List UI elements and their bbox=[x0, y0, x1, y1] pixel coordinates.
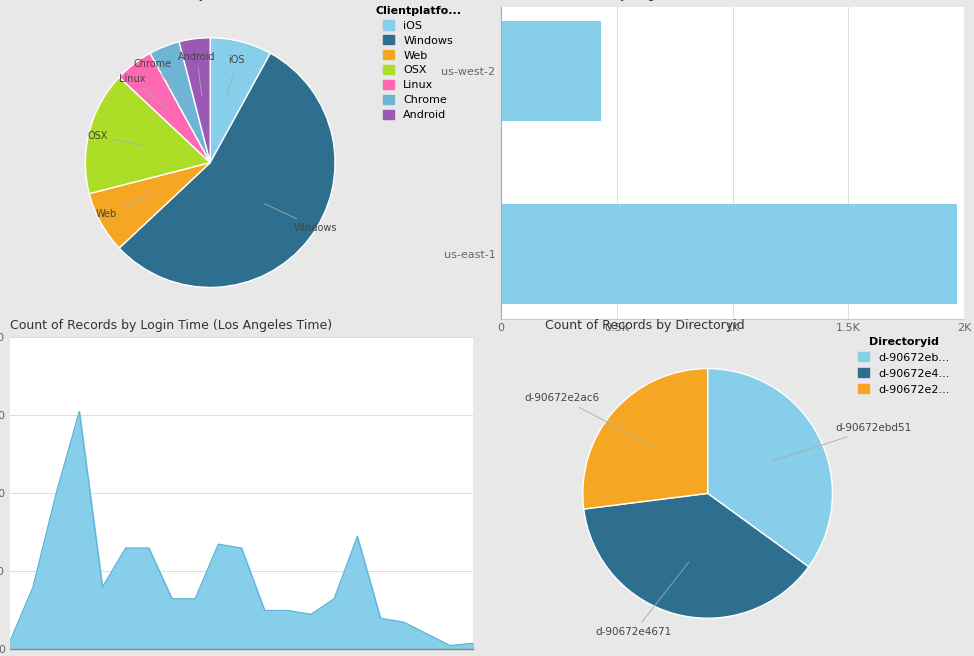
Text: Web: Web bbox=[96, 195, 151, 218]
Text: iOS: iOS bbox=[227, 55, 244, 97]
Text: Android: Android bbox=[178, 52, 215, 95]
Wedge shape bbox=[708, 369, 833, 567]
Wedge shape bbox=[583, 493, 808, 618]
Text: Chrome: Chrome bbox=[133, 59, 184, 100]
Legend: iOS, Windows, Web, OSX, Linux, Chrome, Android: iOS, Windows, Web, OSX, Linux, Chrome, A… bbox=[375, 6, 461, 120]
Text: d-90672ebd51: d-90672ebd51 bbox=[771, 423, 912, 461]
Wedge shape bbox=[119, 53, 335, 287]
Text: Portion of Records by Client Platform: Portion of Records by Client Platform bbox=[73, 0, 303, 1]
Text: Linux: Linux bbox=[119, 73, 169, 110]
Text: d-90672e4671: d-90672e4671 bbox=[596, 562, 689, 638]
Wedge shape bbox=[119, 53, 210, 163]
Legend: d-90672eb..., d-90672e4..., d-90672e2...: d-90672eb..., d-90672e4..., d-90672e2... bbox=[858, 337, 950, 395]
Wedge shape bbox=[150, 42, 210, 163]
Text: d-90672e2ac6: d-90672e2ac6 bbox=[525, 394, 654, 447]
Wedge shape bbox=[179, 38, 210, 163]
Text: Count of Records by Directoryid: Count of Records by Directoryid bbox=[545, 319, 745, 332]
Wedge shape bbox=[210, 38, 271, 163]
Bar bbox=[501, 204, 957, 304]
Wedge shape bbox=[86, 77, 210, 194]
Text: Count of Records by Login Time (Los Angeles Time): Count of Records by Login Time (Los Ange… bbox=[10, 319, 332, 332]
Wedge shape bbox=[582, 369, 708, 509]
Text: Count of Records by Region: Count of Records by Region bbox=[501, 0, 674, 1]
Text: Windows: Windows bbox=[264, 203, 338, 233]
Wedge shape bbox=[90, 163, 210, 248]
Bar bbox=[501, 21, 601, 121]
Text: OSX: OSX bbox=[87, 131, 144, 146]
